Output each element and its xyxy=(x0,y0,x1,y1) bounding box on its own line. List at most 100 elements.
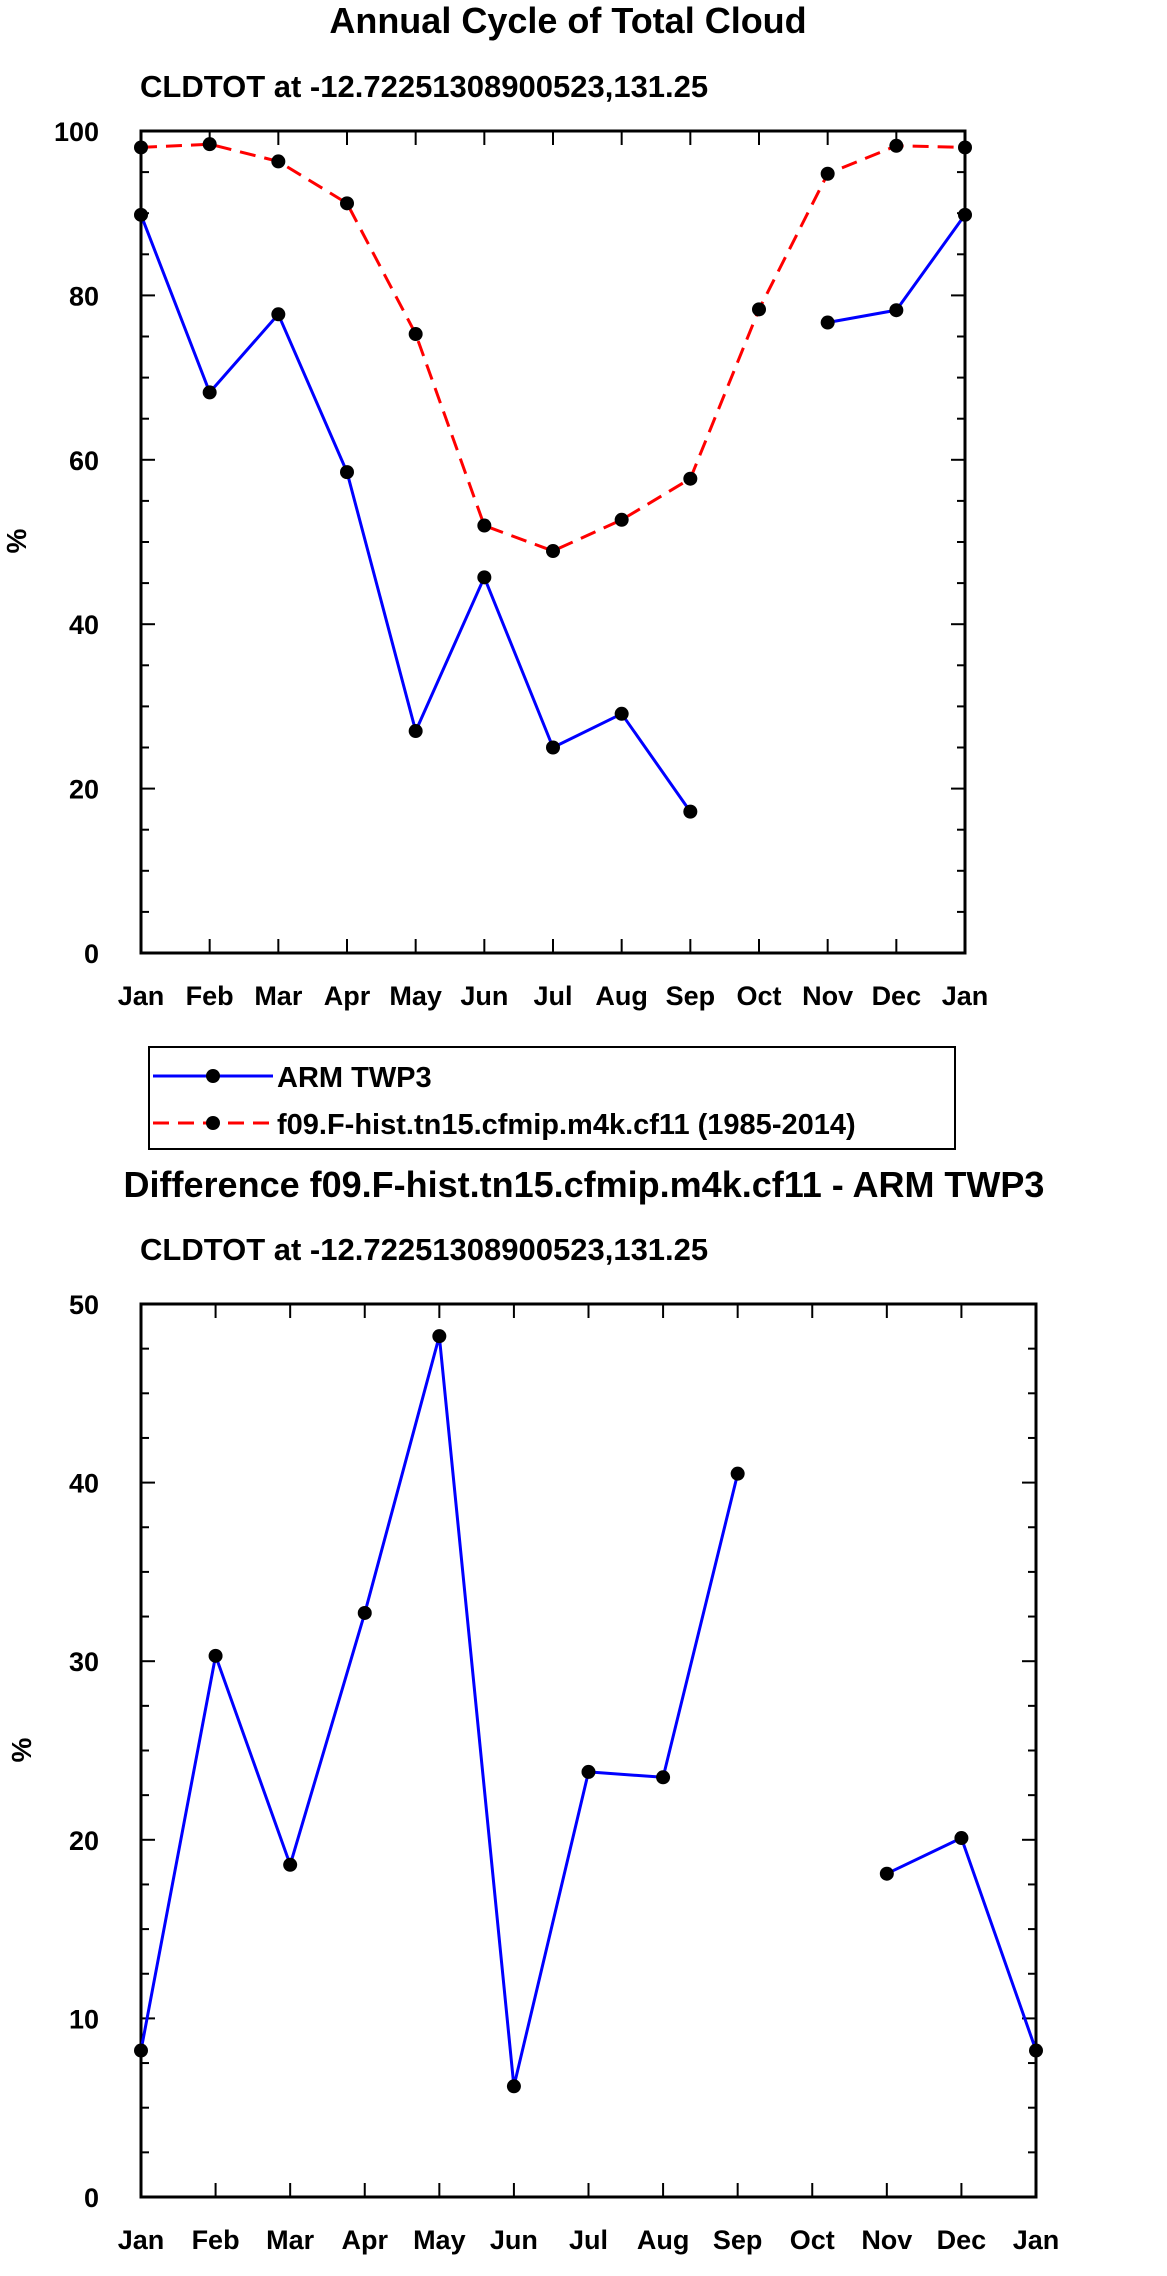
y-tick-label: 30 xyxy=(69,1647,99,1677)
x-tick-label: Dec xyxy=(872,981,922,1011)
data-point xyxy=(283,1857,298,1872)
x-tick-label: Aug xyxy=(637,2225,689,2255)
data-point xyxy=(546,544,560,559)
y-tick-label: 0 xyxy=(84,2183,99,2213)
x-tick-label: Oct xyxy=(736,981,781,1011)
legend: ARM TWP3 f09.F-hist.tn15.cfmip.m4k.cf11 … xyxy=(148,1046,956,1150)
data-point xyxy=(340,465,354,480)
y-tick-label: 80 xyxy=(69,281,99,311)
x-tick-label: Jun xyxy=(490,2225,538,2255)
x-tick-label: Apr xyxy=(324,981,371,1011)
plot-frame xyxy=(139,129,967,955)
data-point xyxy=(134,2043,148,2058)
legend-marker-arm xyxy=(206,1069,220,1083)
data-point xyxy=(683,804,698,819)
x-tick-label: Jan xyxy=(118,2225,165,2255)
data-point xyxy=(271,307,286,322)
series-layer xyxy=(134,137,972,819)
y-tick-label: 40 xyxy=(69,1469,99,1499)
y-tick-label: 50 xyxy=(69,1290,99,1320)
data-point xyxy=(134,140,148,155)
data-point xyxy=(889,303,904,318)
data-point xyxy=(202,137,217,152)
legend-marker-model xyxy=(206,1116,220,1130)
x-tick-label: Jan xyxy=(118,981,165,1011)
x-tick-label: Feb xyxy=(186,981,234,1011)
series-line-1 xyxy=(140,142,966,553)
data-point xyxy=(208,1648,223,1663)
series-line-0 xyxy=(139,1334,740,2088)
data-point xyxy=(656,1770,671,1785)
data-point xyxy=(546,740,560,755)
y-tick-label: 100 xyxy=(54,117,99,147)
chart-subtitle: CLDTOT at -12.72251308900523,131.25 xyxy=(140,1232,708,1267)
x-tick-label: Oct xyxy=(790,2225,835,2255)
data-point xyxy=(820,166,835,181)
x-tick-label: Aug xyxy=(595,981,647,1011)
x-tick-label: Nov xyxy=(802,981,853,1011)
x-tick-label: Sep xyxy=(713,2225,763,2255)
data-point xyxy=(506,2079,521,2094)
y-tick-label: 10 xyxy=(69,2004,99,2034)
x-tick-label: Jan xyxy=(942,981,989,1011)
data-point xyxy=(730,1466,745,1481)
data-point xyxy=(271,154,286,169)
data-point xyxy=(432,1329,447,1344)
legend-label-model: f09.F-hist.tn15.cfmip.m4k.cf11 (1985-201… xyxy=(277,1109,856,1141)
legend-label-arm: ARM TWP3 xyxy=(277,1062,432,1094)
data-point xyxy=(202,385,217,400)
x-tick-label: Jun xyxy=(460,981,508,1011)
chart-subtitle: CLDTOT at -12.72251308900523,131.25 xyxy=(140,69,708,104)
data-point xyxy=(581,1764,596,1779)
data-point xyxy=(958,207,972,222)
data-point xyxy=(752,302,766,317)
data-point xyxy=(134,207,148,222)
chart-title: Difference f09.F-hist.tn15.cfmip.m4k.cf1… xyxy=(124,1164,1045,1205)
data-point xyxy=(820,315,835,330)
data-point xyxy=(340,196,354,211)
data-point xyxy=(683,471,698,486)
x-tick-label: Nov xyxy=(861,2225,912,2255)
series-line-0 xyxy=(139,214,692,813)
x-tick-label: Jan xyxy=(1013,2225,1060,2255)
data-point xyxy=(357,1605,372,1620)
x-tick-label: Mar xyxy=(254,981,303,1011)
axis-ticks: Jan Feb Mar Apr May Jun Jul Aug Sep Oct Nov Dec Jan 0… xyxy=(69,1290,1059,2255)
data-point xyxy=(408,724,423,739)
data-point xyxy=(954,1831,969,1846)
x-tick-label: May xyxy=(413,2225,466,2255)
x-tick-label: Jul xyxy=(533,981,572,1011)
x-tick-label: May xyxy=(389,981,442,1011)
data-point xyxy=(614,706,629,721)
data-point xyxy=(477,570,492,585)
y-tick-label: 20 xyxy=(69,775,99,805)
x-tick-label: Apr xyxy=(342,2225,389,2255)
x-tick-label: Mar xyxy=(266,2225,315,2255)
series-layer xyxy=(134,1329,1043,2094)
x-tick-label: Sep xyxy=(666,981,716,1011)
data-point xyxy=(408,327,423,342)
x-tick-label: Dec xyxy=(937,2225,987,2255)
y-tick-label: 60 xyxy=(69,446,99,476)
x-tick-label: Jul xyxy=(569,2225,608,2255)
data-point xyxy=(614,512,629,527)
y-axis-label: % xyxy=(1,528,32,553)
y-tick-label: 40 xyxy=(69,610,99,640)
legend-box xyxy=(148,1046,956,1150)
data-point xyxy=(879,1866,894,1881)
axis-ticks: Jan Feb Mar Apr May Jun Jul Aug Sep Oct Nov Dec Jan 0… xyxy=(54,117,988,1011)
difference-chart: Difference f09.F-hist.tn15.cfmip.m4k.cf1… xyxy=(6,1164,1059,2255)
series-line-0 xyxy=(886,1836,1038,2051)
data-point xyxy=(1029,2043,1043,2058)
y-axis-label: % xyxy=(6,1737,37,1762)
data-point xyxy=(958,140,972,155)
y-tick-label: 0 xyxy=(84,939,99,969)
data-point xyxy=(477,518,492,533)
data-point xyxy=(889,138,904,153)
annual-cycle-chart: Annual Cycle of Total Cloud CLDTOT at -1… xyxy=(1,0,988,1011)
plot-frame xyxy=(139,1302,1038,2199)
x-tick-label: Feb xyxy=(192,2225,240,2255)
y-tick-label: 20 xyxy=(69,1826,99,1856)
chart-title: Annual Cycle of Total Cloud xyxy=(329,0,806,41)
